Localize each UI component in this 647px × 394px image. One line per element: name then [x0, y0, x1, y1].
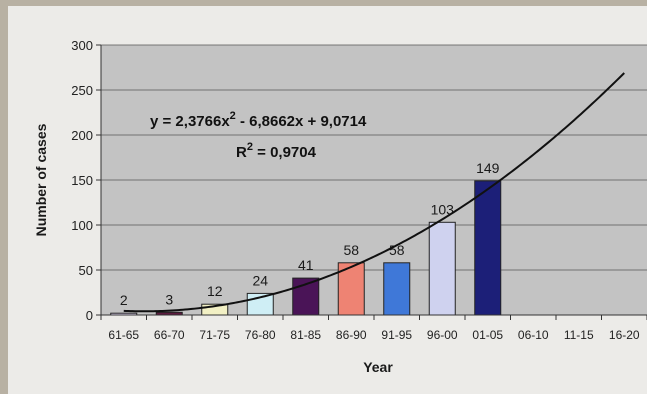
x-tick-label: 11-15 [564, 328, 594, 342]
bar [383, 262, 411, 316]
x-tick-label: 16-20 [609, 328, 640, 342]
x-tick-label: 66-70 [154, 328, 185, 342]
y-tick-label: 250 [71, 83, 93, 98]
trendline [123, 72, 625, 313]
x-tick-label: 86-90 [336, 328, 367, 342]
bar-data-label: 149 [476, 160, 500, 176]
data-labels: 2 3 12 24 41 58 58 103 149 [120, 160, 500, 308]
x-axis-title: Year [363, 359, 393, 375]
x-tick-label: 81-85 [290, 328, 321, 342]
x-tick-label: 71-75 [199, 328, 230, 342]
x-tick-label: 91-95 [381, 328, 412, 342]
bar [428, 221, 456, 316]
x-tick-label: 76-80 [245, 328, 276, 342]
bar-data-label: 58 [389, 242, 405, 258]
y-tick-label: 50 [79, 263, 93, 278]
y-tick-label: 200 [71, 128, 93, 143]
y-tick-label: 100 [71, 218, 93, 233]
bar-data-label: 58 [343, 242, 359, 258]
bar-data-label: 103 [431, 201, 455, 217]
x-axis-ticks: 61-65 66-70 71-75 76-80 81-85 86-90 91-95 96-00… [100, 315, 647, 342]
x-tick-label: 96-00 [427, 328, 458, 342]
x-tick-label: 06-10 [518, 328, 549, 342]
r-squared-label: R2 = 0,9704 [236, 141, 317, 161]
bar-data-label: 3 [165, 291, 173, 307]
y-tick-label: 150 [71, 173, 93, 188]
y-tick-label: 300 [71, 38, 93, 53]
bar-data-label: 41 [298, 257, 314, 273]
trendline-equation: y = 2,3766x2 - 6,8662x + 9,0714 [150, 110, 367, 130]
bar-data-label: 24 [252, 272, 268, 288]
y-tick-label: 0 [86, 308, 93, 323]
x-tick-label: 61-65 [108, 328, 139, 342]
x-tick-label: 01-05 [472, 328, 503, 342]
bar-data-label: 12 [207, 283, 223, 299]
bar-data-label: 2 [120, 292, 128, 308]
y-axis-title: Number of cases [33, 123, 49, 236]
y-axis-ticks: 0 50 100 150 200 250 300 [71, 38, 101, 323]
bar [474, 180, 502, 316]
